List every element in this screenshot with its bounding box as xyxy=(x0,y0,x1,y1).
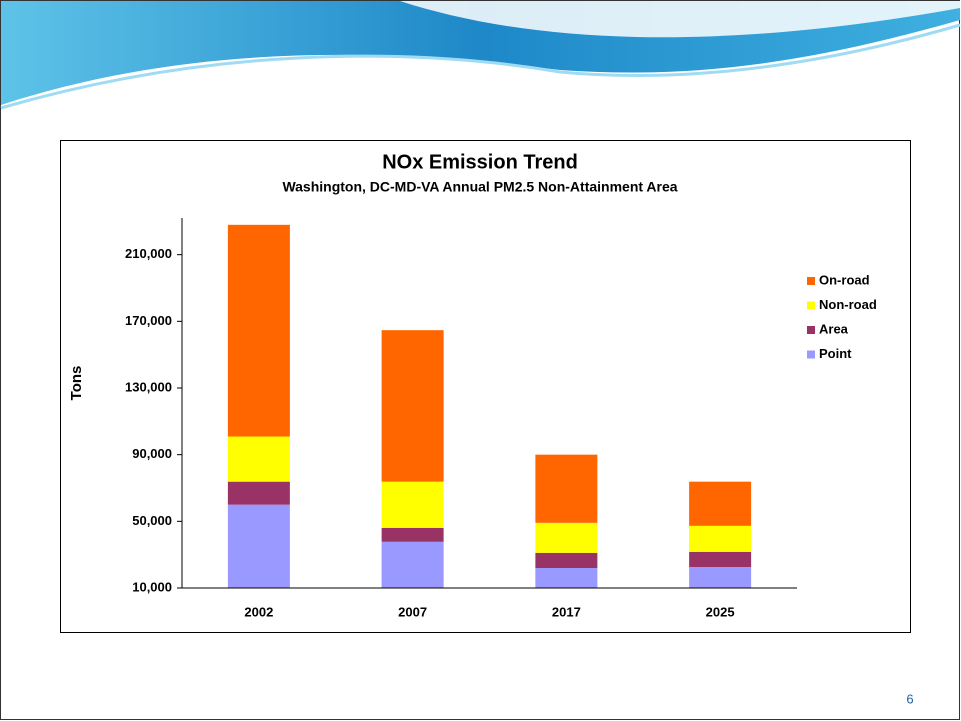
y-tick-label: 210,000 xyxy=(125,246,172,261)
y-tick-label: 130,000 xyxy=(125,379,172,394)
bar-segment xyxy=(689,551,752,567)
chart-frame xyxy=(60,140,911,633)
bar-segment xyxy=(227,504,290,588)
bar-segment xyxy=(689,567,752,588)
bar-segment xyxy=(381,330,444,482)
y-tick-label: 90,000 xyxy=(132,446,172,461)
x-tick-label: 2002 xyxy=(244,604,273,619)
bar-segment xyxy=(227,436,290,482)
bar-segment xyxy=(535,522,598,553)
legend-label: Point xyxy=(819,346,852,361)
slide-number: 6 xyxy=(906,691,913,706)
legend-swatch xyxy=(807,277,815,285)
bar-segment xyxy=(535,552,598,568)
y-tick-label: 50,000 xyxy=(132,513,172,528)
header-swoosh-line xyxy=(0,23,961,110)
y-axis-label: Tons xyxy=(68,366,85,401)
legend-label: Non-road xyxy=(819,297,877,312)
x-tick-label: 2025 xyxy=(706,604,735,619)
x-tick-label: 2017 xyxy=(552,604,581,619)
bar-segment xyxy=(381,481,444,528)
bar-segment xyxy=(227,481,290,505)
bar-segment xyxy=(535,454,598,523)
chart-subtitle: Washington, DC-MD-VA Annual PM2.5 Non-At… xyxy=(282,179,677,195)
y-tick-label: 170,000 xyxy=(125,313,172,328)
legend-swatch xyxy=(807,301,815,310)
legend-swatch xyxy=(807,350,815,359)
bar-segment xyxy=(381,541,444,588)
bar-segment xyxy=(689,525,752,552)
header-swoosh-light xyxy=(400,1,960,38)
y-tick-label: 10,000 xyxy=(132,579,172,594)
x-tick-label: 2007 xyxy=(398,604,427,619)
chart-title: NOx Emission Trend xyxy=(382,151,578,173)
legend-label: On-road xyxy=(819,272,870,287)
bar-segment xyxy=(535,568,598,588)
bar-segment xyxy=(689,481,752,526)
legend-label: Area xyxy=(819,321,849,336)
legend-swatch xyxy=(807,326,815,334)
bar-segment xyxy=(381,527,444,542)
bar-segment xyxy=(227,224,290,437)
